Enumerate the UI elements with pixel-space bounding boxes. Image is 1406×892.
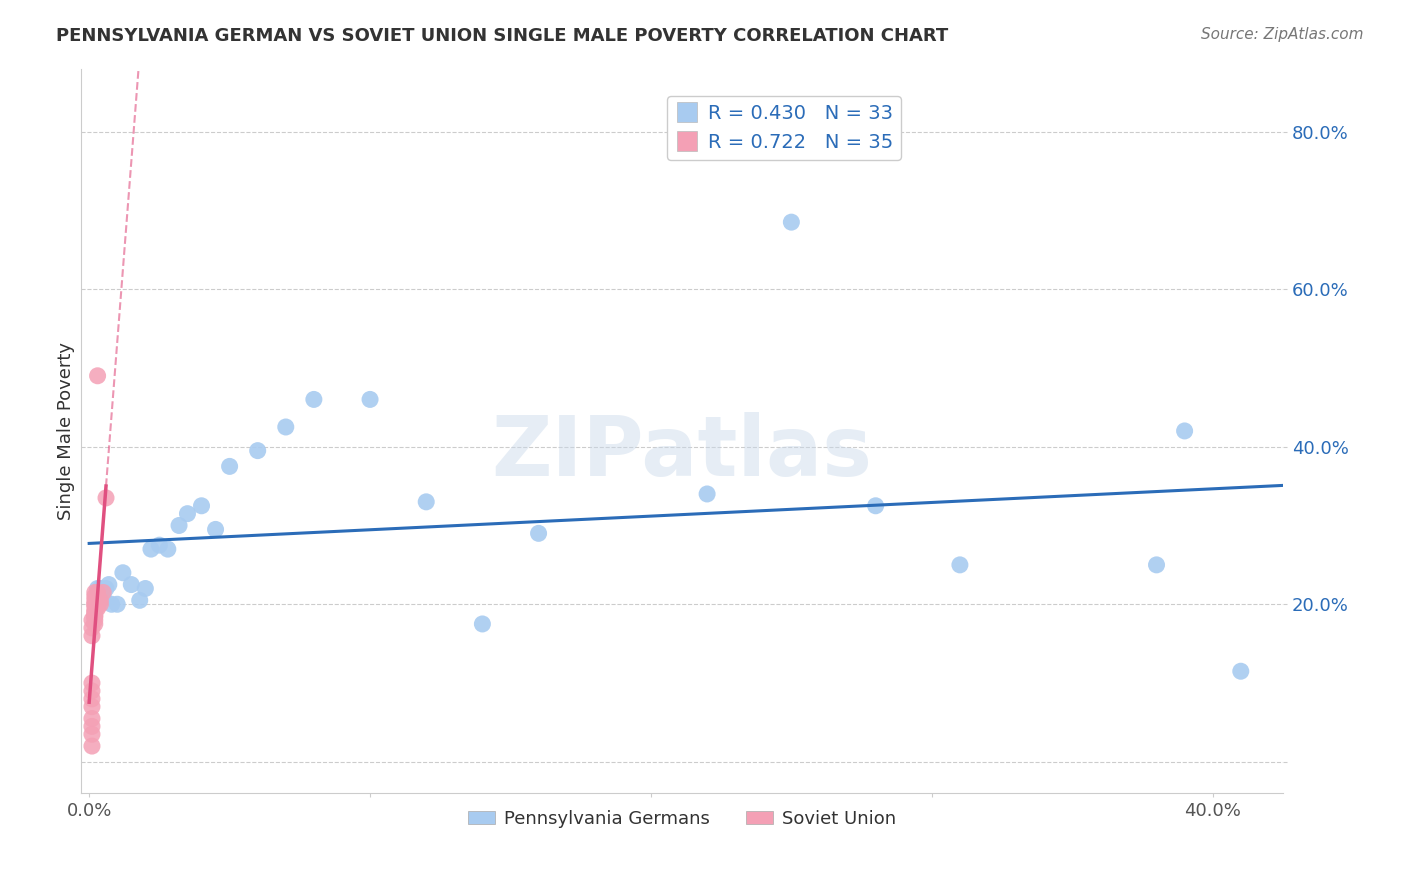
Point [1174, 424, 1197, 438]
Point [780, 215, 803, 229]
Point [80, 613, 103, 627]
Point [80, 684, 103, 698]
Point [97, 577, 120, 591]
Legend: Pennsylvania Germans, Soviet Union: Pennsylvania Germans, Soviet Union [460, 803, 903, 835]
Text: ZIPatlas: ZIPatlas [491, 412, 872, 493]
Point [83, 605, 105, 619]
Point [83, 597, 105, 611]
Point [246, 443, 269, 458]
Point [148, 538, 170, 552]
Point [83, 613, 105, 627]
Point [218, 459, 240, 474]
Point [156, 542, 179, 557]
Point [94, 582, 117, 596]
Point [274, 420, 297, 434]
Point [471, 617, 494, 632]
Point [167, 518, 190, 533]
Text: Source: ZipAtlas.com: Source: ZipAtlas.com [1201, 27, 1364, 42]
Point [89, 582, 111, 596]
Point [527, 526, 550, 541]
Point [83, 590, 105, 604]
Point [83, 601, 105, 615]
Point [1229, 665, 1251, 679]
Point [415, 495, 437, 509]
Point [128, 593, 150, 607]
Point [83, 609, 105, 624]
Point [190, 499, 212, 513]
Y-axis label: Single Male Poverty: Single Male Poverty [58, 342, 75, 520]
Point [176, 507, 198, 521]
Point [83, 605, 105, 619]
Point [86, 593, 108, 607]
Point [80, 629, 103, 643]
Point [83, 597, 105, 611]
Point [91, 590, 114, 604]
Point [86, 590, 108, 604]
Point [359, 392, 381, 407]
Point [91, 585, 114, 599]
Point [86, 368, 108, 383]
Point [83, 593, 105, 607]
Point [89, 597, 111, 611]
Point [83, 609, 105, 624]
Point [86, 601, 108, 615]
Point [949, 558, 972, 572]
Point [80, 621, 103, 635]
Point [83, 585, 105, 599]
Point [86, 597, 108, 611]
Point [696, 487, 718, 501]
Point [80, 719, 103, 733]
Point [80, 711, 103, 725]
Point [86, 582, 108, 596]
Point [105, 597, 128, 611]
Point [139, 542, 162, 557]
Point [865, 499, 887, 513]
Point [80, 739, 103, 753]
Point [111, 566, 134, 580]
Point [83, 617, 105, 632]
Point [89, 593, 111, 607]
Text: PENNSYLVANIA GERMAN VS SOVIET UNION SINGLE MALE POVERTY CORRELATION CHART: PENNSYLVANIA GERMAN VS SOVIET UNION SING… [56, 27, 949, 45]
Point [100, 597, 122, 611]
Point [1146, 558, 1168, 572]
Point [134, 582, 156, 596]
Point [86, 590, 108, 604]
Point [80, 699, 103, 714]
Point [302, 392, 325, 407]
Point [120, 577, 142, 591]
Point [86, 585, 108, 599]
Point [94, 491, 117, 505]
Point [80, 691, 103, 706]
Point [80, 676, 103, 690]
Point [204, 523, 226, 537]
Point [86, 597, 108, 611]
Point [80, 727, 103, 741]
